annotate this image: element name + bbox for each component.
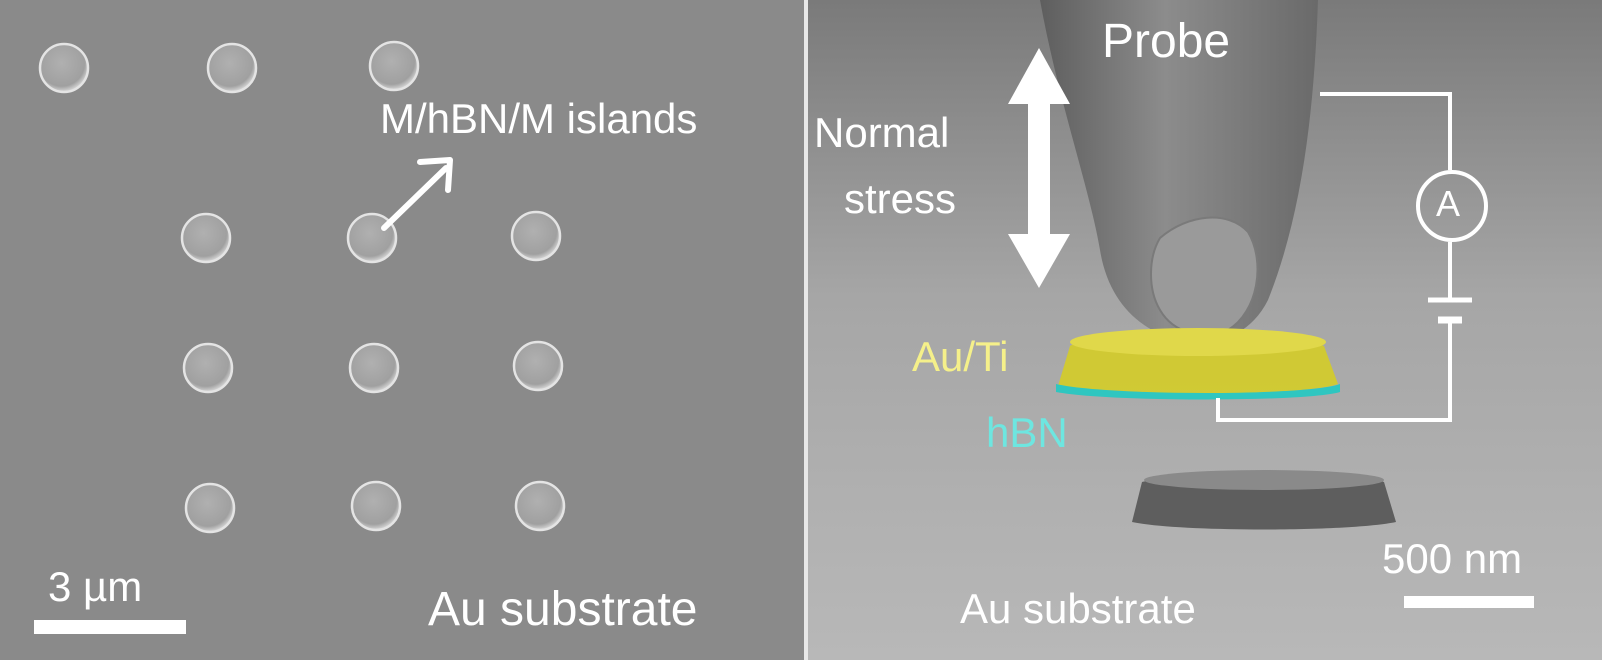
hbn-layer xyxy=(1056,384,1340,400)
measurement-circuit xyxy=(1216,92,1472,422)
left-scale-bar xyxy=(34,620,186,634)
probe-measurement-image xyxy=(808,0,1602,660)
stress-label-line2: stress xyxy=(844,175,957,222)
island xyxy=(514,480,566,532)
island xyxy=(180,212,232,264)
panel-divider xyxy=(804,0,808,660)
right-scale-label: 500 nm xyxy=(1382,535,1523,582)
right-scale-bar xyxy=(1404,596,1534,608)
hbn-label: hBN xyxy=(986,409,1068,456)
foreground-island-top xyxy=(1144,470,1384,490)
left-substrate-label: Au substrate xyxy=(428,583,698,636)
normal-stress-arrow xyxy=(1008,48,1070,288)
island xyxy=(182,342,234,394)
probe-label: Probe xyxy=(1102,15,1231,68)
island xyxy=(512,340,564,392)
island xyxy=(38,42,90,94)
left-sem-panel: M/hBN/M islands 3 µm Au substrate xyxy=(0,0,804,660)
island xyxy=(350,480,402,532)
island-pointer-arrow xyxy=(381,157,453,231)
island xyxy=(368,40,420,92)
island xyxy=(510,210,562,262)
island xyxy=(348,342,400,394)
probe-apex xyxy=(1150,216,1259,336)
right-substrate-label: Au substrate xyxy=(960,585,1196,632)
island xyxy=(184,482,236,534)
island xyxy=(206,42,258,94)
left-scale-label: 3 µm xyxy=(48,563,143,610)
stress-label-line1: Normal xyxy=(814,109,950,156)
au-ti-label: Au/Ti xyxy=(912,333,1009,380)
right-sem-panel: Probe Normal stress A Au/Ti hBN 500 nm A… xyxy=(808,0,1602,660)
island-array-image xyxy=(38,40,566,534)
au-ti-top-surface xyxy=(1070,328,1326,356)
ammeter-label: A xyxy=(1436,183,1461,224)
islands-label: M/hBN/M islands xyxy=(380,95,698,142)
ammeter-icon xyxy=(1416,170,1488,242)
